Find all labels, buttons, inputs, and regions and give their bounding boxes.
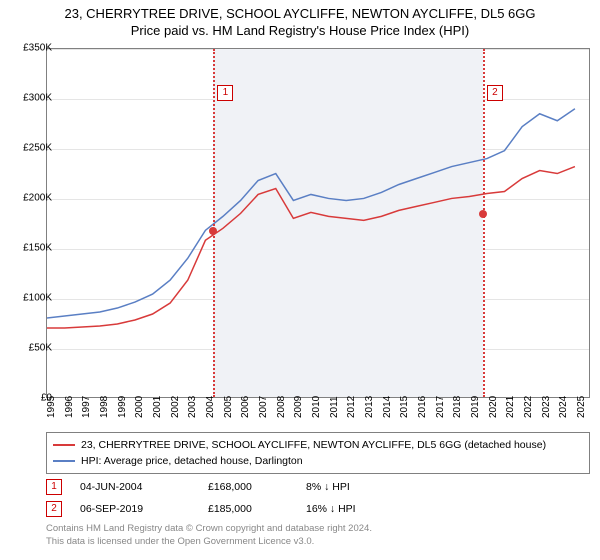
sale-dot: [209, 227, 217, 235]
legend-swatch: [53, 444, 75, 446]
x-axis-label: 2022: [523, 396, 534, 418]
sale-diff: 16% ↓ HPI: [306, 503, 386, 515]
x-axis-label: 2003: [187, 396, 198, 418]
sale-marker-box: 1: [46, 479, 62, 495]
x-axis-label: 2014: [382, 396, 393, 418]
x-axis-label: 2019: [470, 396, 481, 418]
x-axis-label: 2013: [364, 396, 375, 418]
x-axis-label: 2011: [329, 396, 340, 418]
legend-swatch: [53, 460, 75, 462]
x-axis-label: 2020: [488, 396, 499, 418]
x-axis-label: 2025: [576, 396, 587, 418]
sale-row: 1 04-JUN-2004 £168,000 8% ↓ HPI: [46, 476, 590, 498]
x-axis-label: 2024: [558, 396, 569, 418]
x-axis-label: 2009: [293, 396, 304, 418]
x-axis-label: 2010: [311, 396, 322, 418]
footer-attribution: Contains HM Land Registry data © Crown c…: [46, 522, 590, 548]
line-chart-svg: [47, 49, 589, 398]
x-axis-label: 2000: [134, 396, 145, 418]
legend-label: 23, CHERRYTREE DRIVE, SCHOOL AYCLIFFE, N…: [81, 437, 546, 453]
x-axis-label: 2021: [505, 396, 516, 418]
x-axis-label: 2005: [223, 396, 234, 418]
x-axis-label: 1999: [117, 396, 128, 418]
x-axis-label: 1996: [64, 396, 75, 418]
sale-price: £185,000: [208, 503, 288, 515]
x-axis-label: 2012: [346, 396, 357, 418]
footer-line1: Contains HM Land Registry data © Crown c…: [46, 522, 590, 535]
x-axis-label: 2006: [240, 396, 251, 418]
x-axis-label: 2017: [435, 396, 446, 418]
legend-box: 23, CHERRYTREE DRIVE, SCHOOL AYCLIFFE, N…: [46, 432, 590, 474]
sale-date: 04-JUN-2004: [80, 481, 190, 493]
footer-line2: This data is licensed under the Open Gov…: [46, 535, 590, 548]
x-axis-label: 2018: [452, 396, 463, 418]
sales-table: 1 04-JUN-2004 £168,000 8% ↓ HPI 2 06-SEP-2019…: [46, 476, 590, 520]
sale-dot: [479, 210, 487, 218]
chart-title-line2: Price paid vs. HM Land Registry's House …: [10, 23, 590, 38]
legend-item: 23, CHERRYTREE DRIVE, SCHOOL AYCLIFFE, N…: [53, 437, 583, 453]
sale-marker-box: 2: [487, 85, 503, 101]
x-axis-label: 1998: [99, 396, 110, 418]
legend-item: HPI: Average price, detached house, Darl…: [53, 453, 583, 469]
x-axis-label: 2002: [170, 396, 181, 418]
series-line: [47, 109, 575, 318]
sale-vline: [483, 49, 485, 397]
x-axis-label: 2008: [276, 396, 287, 418]
x-axis-label: 2016: [417, 396, 428, 418]
chart-title-line1: 23, CHERRYTREE DRIVE, SCHOOL AYCLIFFE, N…: [10, 6, 590, 21]
x-axis-label: 2023: [541, 396, 552, 418]
x-axis-label: 2015: [399, 396, 410, 418]
x-axis-label: 1995: [46, 396, 57, 418]
chart-plot-area: 12: [46, 48, 590, 398]
sale-marker-box: 1: [217, 85, 233, 101]
x-axis-label: 2001: [152, 396, 163, 418]
sale-date: 06-SEP-2019: [80, 503, 190, 515]
sale-vline: [213, 49, 215, 397]
series-line: [47, 167, 575, 328]
sale-marker-box: 2: [46, 501, 62, 517]
sale-row: 2 06-SEP-2019 £185,000 16% ↓ HPI: [46, 498, 590, 520]
x-axis-label: 2004: [205, 396, 216, 418]
sale-price: £168,000: [208, 481, 288, 493]
x-axis-label: 1997: [81, 396, 92, 418]
x-axis-label: 2007: [258, 396, 269, 418]
sale-diff: 8% ↓ HPI: [306, 481, 386, 493]
legend-label: HPI: Average price, detached house, Darl…: [81, 453, 303, 469]
